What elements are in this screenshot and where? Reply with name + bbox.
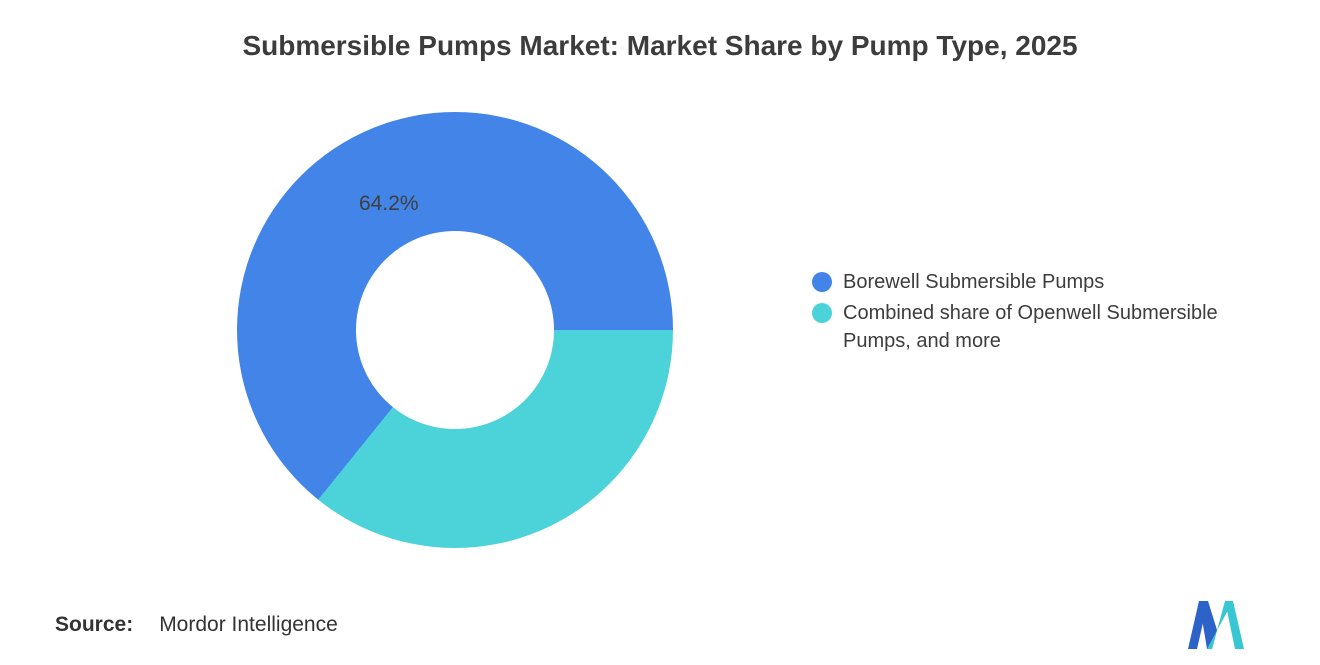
donut-hole [356, 231, 554, 429]
legend-label-openwell: Combined share of Openwell Submersible P… [843, 302, 1218, 352]
legend-label-borewell: Borewell Submersible Pumps [843, 271, 1105, 293]
legend-item-borewell: Borewell Submersible Pumps [812, 268, 1275, 296]
legend-item-openwell: Combined share of Openwell Submersible P… [812, 299, 1275, 355]
chart-title: Submersible Pumps Market: Market Share b… [242, 30, 1078, 61]
slice-label-borewell: 64.2% [359, 192, 419, 215]
mordor-logo-mark [1188, 601, 1244, 649]
source-value: Mordor Intelligence [159, 613, 338, 636]
legend-swatch-teal [812, 303, 832, 323]
mordor-intelligence-logo [1188, 597, 1248, 649]
donut-chart-area: 64.2% [237, 112, 673, 548]
source-row: Source: Mordor Intelligence [55, 613, 338, 637]
legend: Borewell Submersible Pumps Combined shar… [812, 268, 1275, 355]
legend-swatch-blue [812, 272, 832, 292]
source-label: Source: [55, 613, 134, 636]
